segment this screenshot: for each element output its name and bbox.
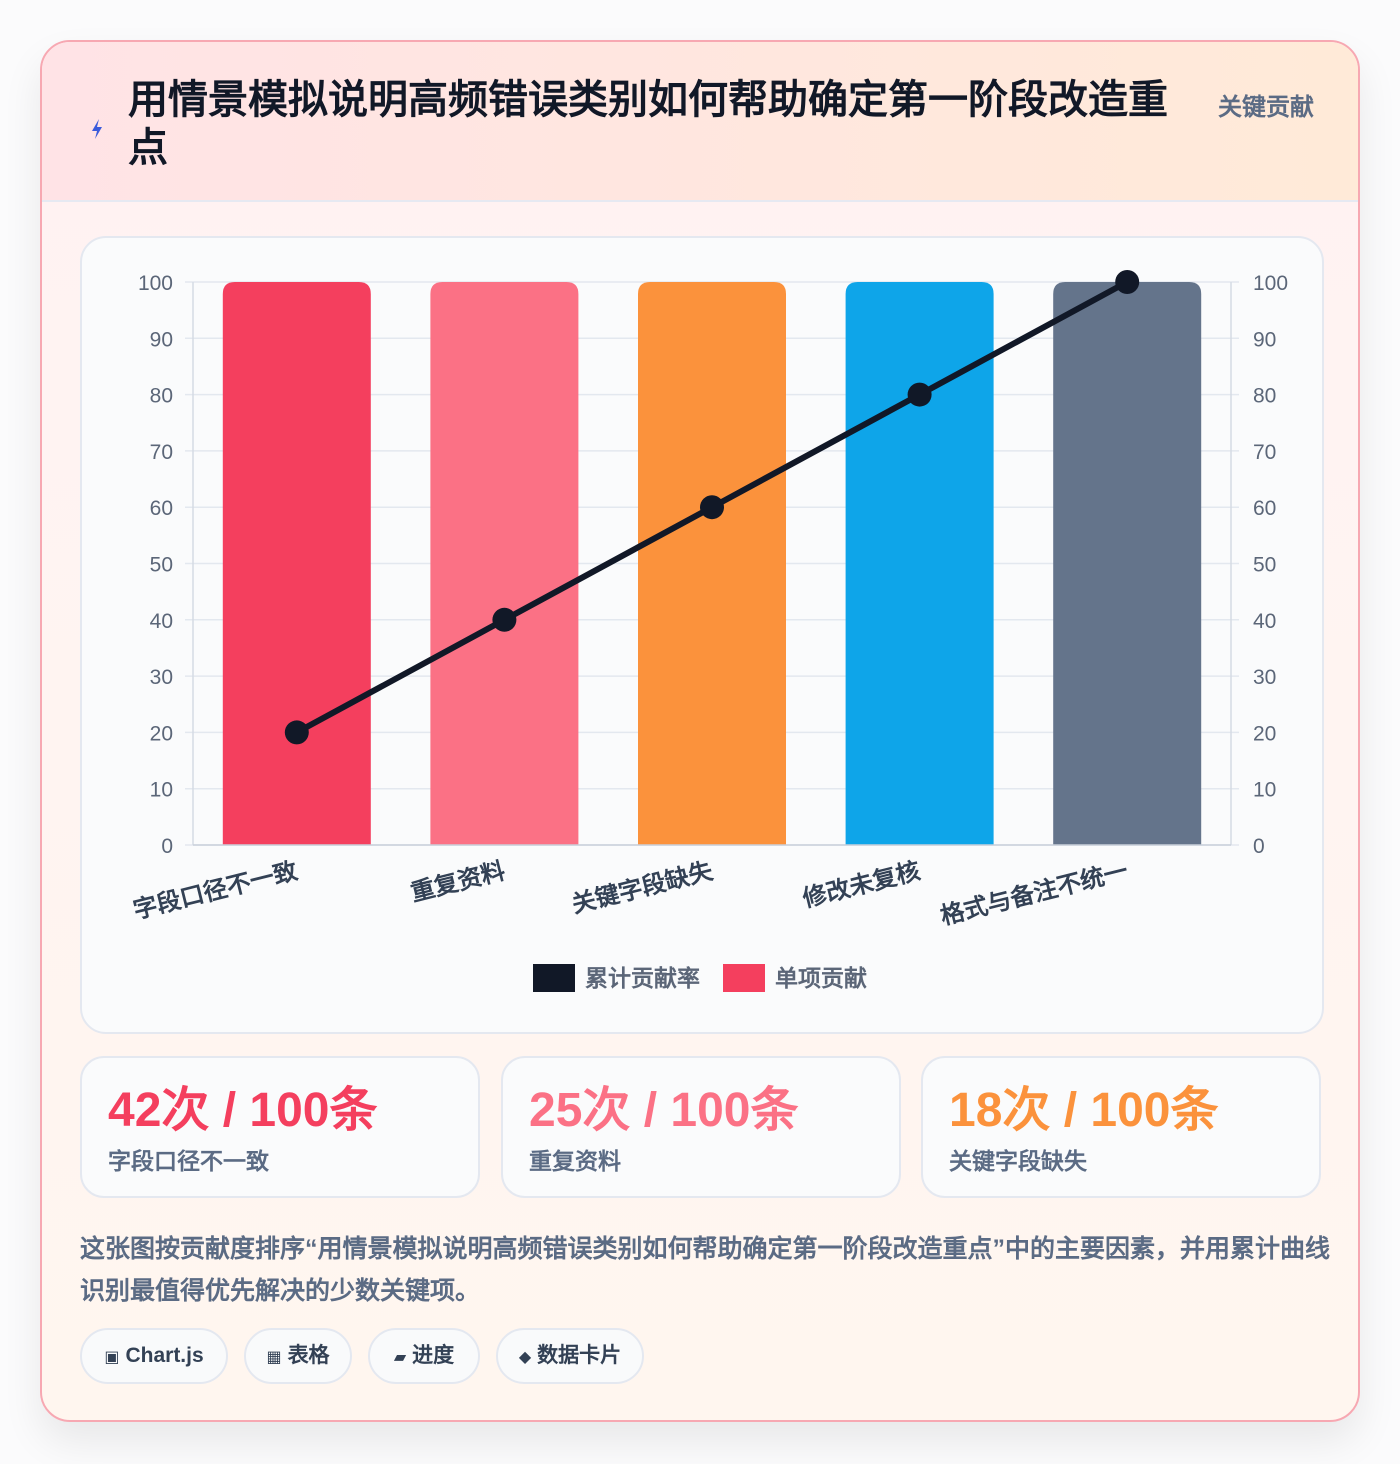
y2-tick-label: 100 <box>1253 272 1288 295</box>
stat-label: 关键字段缺失 <box>949 1148 1087 1174</box>
legend-label: 单项贡献 <box>775 965 867 991</box>
y-tick-label: 40 <box>150 610 173 633</box>
x-tick-label: 修改未复核 <box>799 857 923 913</box>
y2-tick-label: 10 <box>1253 779 1276 802</box>
y-tick-label: 80 <box>150 385 173 408</box>
stat-card-3: 18次 / 100条 关键字段缺失 <box>921 1056 1321 1198</box>
card-header: 用情景模拟说明高频错误类别如何帮助确定第一阶段改造重点 关键贡献 <box>42 42 1358 202</box>
pill-data-cards[interactable]: ◆ 数据卡片 <box>496 1328 644 1384</box>
x-tick-label: 格式与备注不统一 <box>938 857 1131 931</box>
y-tick-label: 0 <box>161 835 173 858</box>
bar-1 <box>222 282 371 845</box>
pill-label: 数据卡片 <box>537 1344 622 1367</box>
stat-value: 42次 / 100条 <box>108 1084 378 1137</box>
stat-label: 重复资料 <box>529 1148 621 1174</box>
pill-table[interactable]: ▦ 表格 <box>244 1328 352 1384</box>
y2-tick-label: 40 <box>1253 610 1276 633</box>
stat-card-2: 25次 / 100条 重复资料 <box>501 1056 901 1198</box>
y-tick-label: 100 <box>138 272 173 295</box>
stat-value: 25次 / 100条 <box>529 1084 799 1137</box>
chart-container: 0 0 10 10 20 20 30 30 40 40 50 50 60 60 70 70 80 80 90 90 10… <box>80 236 1324 1034</box>
header-tag: 关键贡献 <box>1218 94 1314 121</box>
chart-description: 这张图按贡献度排序“用情景模拟说明高频错误类别如何帮助确定第一阶段改造重点”中的… <box>80 1235 1331 1305</box>
y2-tick-label: 30 <box>1253 666 1276 689</box>
pill-chartjs[interactable]: ▣ Chart.js <box>80 1328 228 1384</box>
cumulative-point-5 <box>1115 270 1140 294</box>
table-icon: ▦ <box>266 1349 282 1366</box>
stat-value: 18次 / 100条 <box>949 1084 1219 1137</box>
cumulative-point-3 <box>700 495 724 520</box>
y2-tick-label: 0 <box>1253 835 1265 858</box>
cumulative-point-2 <box>492 607 517 632</box>
legend-swatch <box>723 964 765 992</box>
y2-tick-label: 50 <box>1253 554 1276 577</box>
pareto-chart: 0 0 10 10 20 20 30 30 40 40 50 50 60 60 70 70 80 80 90 90 10… <box>130 270 1288 992</box>
y2-tick-label: 60 <box>1253 497 1276 520</box>
y-tick-label: 10 <box>150 779 173 802</box>
y-tick-label: 90 <box>150 328 173 351</box>
y-tick-label: 60 <box>150 497 173 520</box>
x-tick-label: 重复资料 <box>408 858 508 907</box>
cumulative-point-4 <box>907 382 932 407</box>
diamond-icon: ◆ <box>518 1349 532 1366</box>
legend-label: 累计贡献率 <box>585 965 700 991</box>
y2-tick-label: 80 <box>1253 385 1276 408</box>
chart-icon: ▣ <box>104 1349 120 1366</box>
x-tick-label: 关键字段缺失 <box>569 856 716 918</box>
legend-swatch <box>533 964 575 992</box>
progress-icon: ▰ <box>393 1349 407 1366</box>
y2-tick-label: 70 <box>1253 441 1276 464</box>
x-tick-label: 字段口径不一致 <box>130 856 301 924</box>
bar-4 <box>845 282 994 845</box>
pill-label: 进度 <box>412 1344 455 1367</box>
y2-tick-label: 20 <box>1253 722 1276 745</box>
page-title: 用情景模拟说明高频错误类别如何帮助确定第一阶段改造重点 <box>128 78 1168 170</box>
pill-progress[interactable]: ▰ 进度 <box>368 1328 480 1384</box>
y-tick-label: 20 <box>150 722 173 745</box>
y-tick-label: 70 <box>150 441 173 464</box>
y-tick-label: 50 <box>150 554 173 577</box>
bar-2 <box>430 282 579 845</box>
cumulative-point-1 <box>284 720 309 745</box>
bar-5 <box>1053 282 1202 845</box>
stat-label: 字段口径不一致 <box>108 1148 269 1174</box>
y-tick-label: 30 <box>150 666 173 689</box>
bar-3 <box>638 282 786 845</box>
pill-label: Chart.js <box>125 1344 204 1367</box>
stat-card-1: 42次 / 100条 字段口径不一致 <box>80 1056 480 1198</box>
y2-tick-label: 90 <box>1253 328 1276 351</box>
pill-label: 表格 <box>287 1344 330 1367</box>
chart-card: 用情景模拟说明高频错误类别如何帮助确定第一阶段改造重点 关键贡献 0 0 10 10 2… <box>40 40 1360 1422</box>
lightning-icon <box>92 119 102 139</box>
